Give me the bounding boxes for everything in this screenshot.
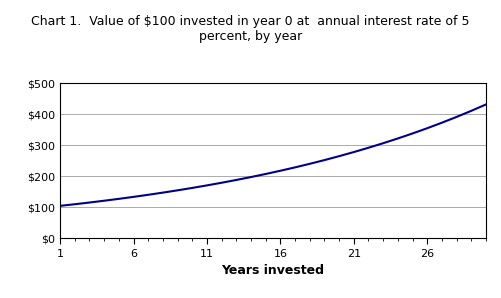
X-axis label: Years invested: Years invested [221, 264, 325, 277]
Text: Chart 1.  Value of $100 invested in year 0 at  annual interest rate of 5
percent: Chart 1. Value of $100 invested in year … [31, 15, 470, 43]
